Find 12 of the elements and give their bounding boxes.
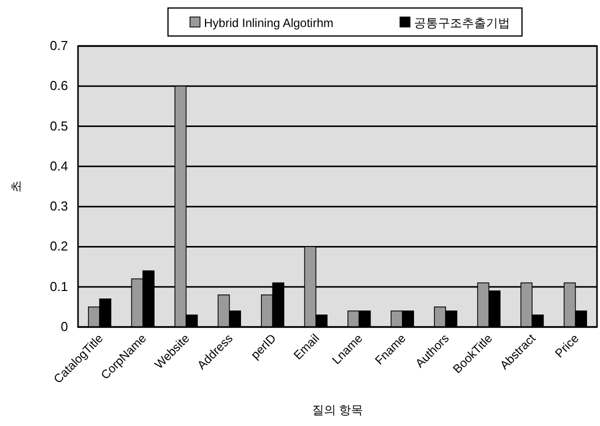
- legend-label: Hybrid Inlining Algotirhm: [204, 16, 334, 30]
- y-tick-label: 0.6: [50, 78, 68, 94]
- y-tick-label: 0: [60, 319, 68, 334]
- y-tick-label: 0.3: [50, 198, 68, 214]
- y-axis-title: 초: [9, 180, 23, 192]
- y-tick-label: 0.5: [50, 118, 68, 134]
- y-tick-label: 0.7: [50, 38, 68, 53]
- legend-label: 공통구조추출기법: [414, 16, 510, 30]
- y-tick-label: 0.2: [50, 238, 68, 254]
- y-tick-label: 0.4: [50, 158, 68, 174]
- y-tick-label: 0.1: [50, 278, 68, 294]
- x-axis-title: 질의 항목: [312, 403, 364, 417]
